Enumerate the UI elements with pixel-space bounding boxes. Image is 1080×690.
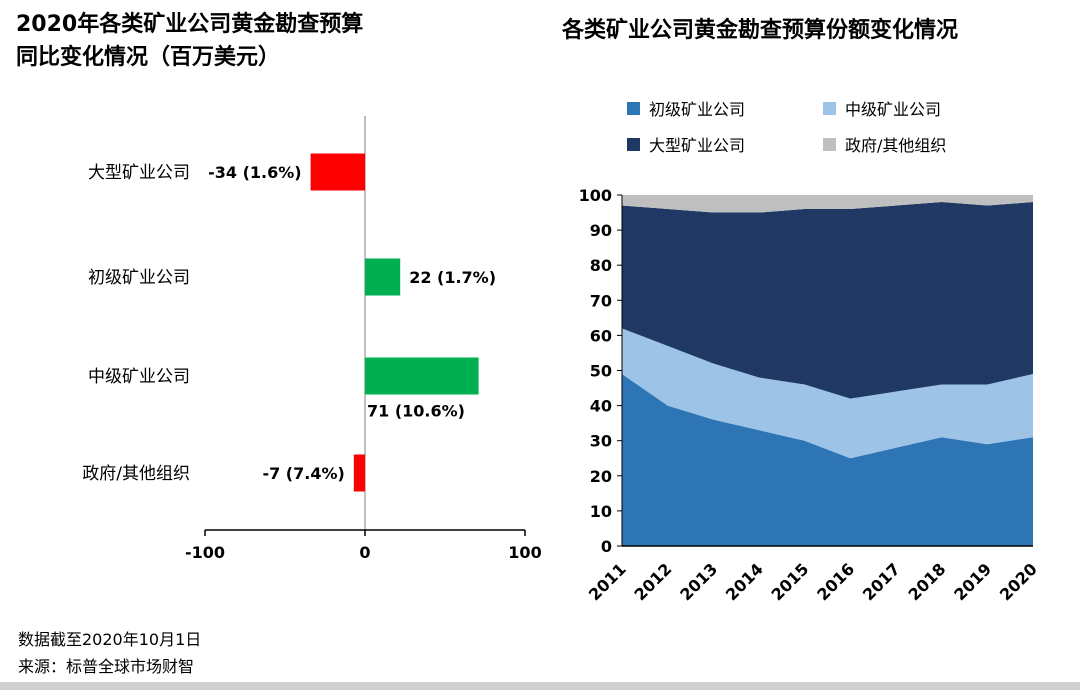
value-label: -7 (7.4%) [262, 464, 344, 483]
y-tick-label: 70 [590, 291, 612, 310]
y-tick-label: 30 [590, 432, 612, 451]
source-line: 来源：标普全球市场财智 [18, 657, 195, 677]
y-tick-label: 60 [590, 326, 612, 345]
x-tick-label: 2011 [585, 559, 630, 604]
y-tick-label: 90 [590, 221, 612, 240]
y-tick-label: 20 [590, 467, 612, 486]
legend-swatch [823, 101, 836, 115]
y-tick-label: 10 [590, 502, 612, 521]
area-band [622, 202, 1033, 399]
legend-label: 初级矿业公司 [649, 100, 746, 119]
x-tick-label: 0 [359, 543, 370, 562]
bar [353, 454, 365, 492]
value-label: -34 (1.6%) [208, 163, 301, 182]
x-tick-label: 2015 [768, 559, 813, 604]
bar-chart-title: 2020年各类矿业公司黄金勘查预算 同比变化情况（百万美元） [16, 8, 546, 74]
y-tick-label: 100 [579, 186, 612, 205]
y-tick-label: 80 [590, 256, 612, 275]
bar [365, 258, 401, 296]
x-tick-label: 2014 [722, 559, 767, 604]
value-label: 22 (1.7%) [409, 268, 496, 287]
area-chart-legend: 初级矿业公司 中级矿业公司大型矿业公司 政府/其他组织 [627, 96, 946, 156]
y-tick-label: 50 [590, 362, 612, 381]
legend-label: 大型矿业公司 [649, 136, 746, 155]
legend-label: 政府/其他组织 [845, 136, 947, 155]
x-tick-label: 2019 [950, 559, 995, 604]
legend-swatch [823, 137, 836, 151]
x-tick-label: 100 [508, 543, 541, 562]
category-label: 政府/其他组织 [82, 464, 190, 484]
bottom-divider-bar [0, 682, 1080, 690]
legend-label: 中级矿业公司 [845, 100, 942, 119]
x-tick-label: 2017 [859, 559, 904, 604]
legend-swatch [627, 101, 640, 115]
y-tick-label: 40 [590, 397, 612, 416]
area-band [622, 328, 1033, 459]
category-label: 中级矿业公司 [88, 367, 190, 387]
area-band [622, 374, 1033, 546]
bar [310, 153, 365, 191]
legend-item: 初级矿业公司 [627, 96, 823, 120]
data-cutoff-note: 数据截至2020年10月1日 [18, 630, 202, 649]
legend-item: 政府/其他组织 [823, 132, 946, 156]
area-chart-title: 各类矿业公司黄金勘查预算份额变化情况 [562, 18, 959, 43]
category-label: 初级矿业公司 [88, 268, 190, 288]
area-chart-region: 0 10 20 30 40 50 60 70 80 90 100 2011 2012 2013 2014 20… [555, 88, 1080, 648]
bar-chart-title-line2: 同比变化情况（百万美元） [16, 45, 281, 70]
bar-chart: -100 0 100 大型矿业公司 -34 (1.6%) 初级矿业公司 22 (1.7%) 中… [82, 116, 542, 562]
value-label: 71 (10.6%) [367, 402, 465, 421]
legend-swatch [627, 137, 640, 151]
category-label: 大型矿业公司 [88, 163, 190, 183]
y-tick-label: 0 [601, 537, 612, 556]
x-tick-label: -100 [185, 543, 225, 562]
area-band [622, 195, 1033, 213]
x-tick-label: 2012 [631, 559, 676, 604]
x-tick-label: 2018 [905, 559, 950, 604]
x-tick-label: 2013 [676, 559, 721, 604]
legend-item: 中级矿业公司 [823, 96, 946, 120]
bar [365, 357, 479, 395]
x-tick-label: 2016 [813, 559, 858, 604]
bar-chart-title-line1: 2020年各类矿业公司黄金勘查预算 [16, 12, 364, 37]
x-tick-label: 2020 [996, 559, 1041, 604]
legend-item: 大型矿业公司 [627, 132, 823, 156]
source-note: 数据截至2020年10月1日 来源：标普全球市场财智 [18, 626, 201, 680]
